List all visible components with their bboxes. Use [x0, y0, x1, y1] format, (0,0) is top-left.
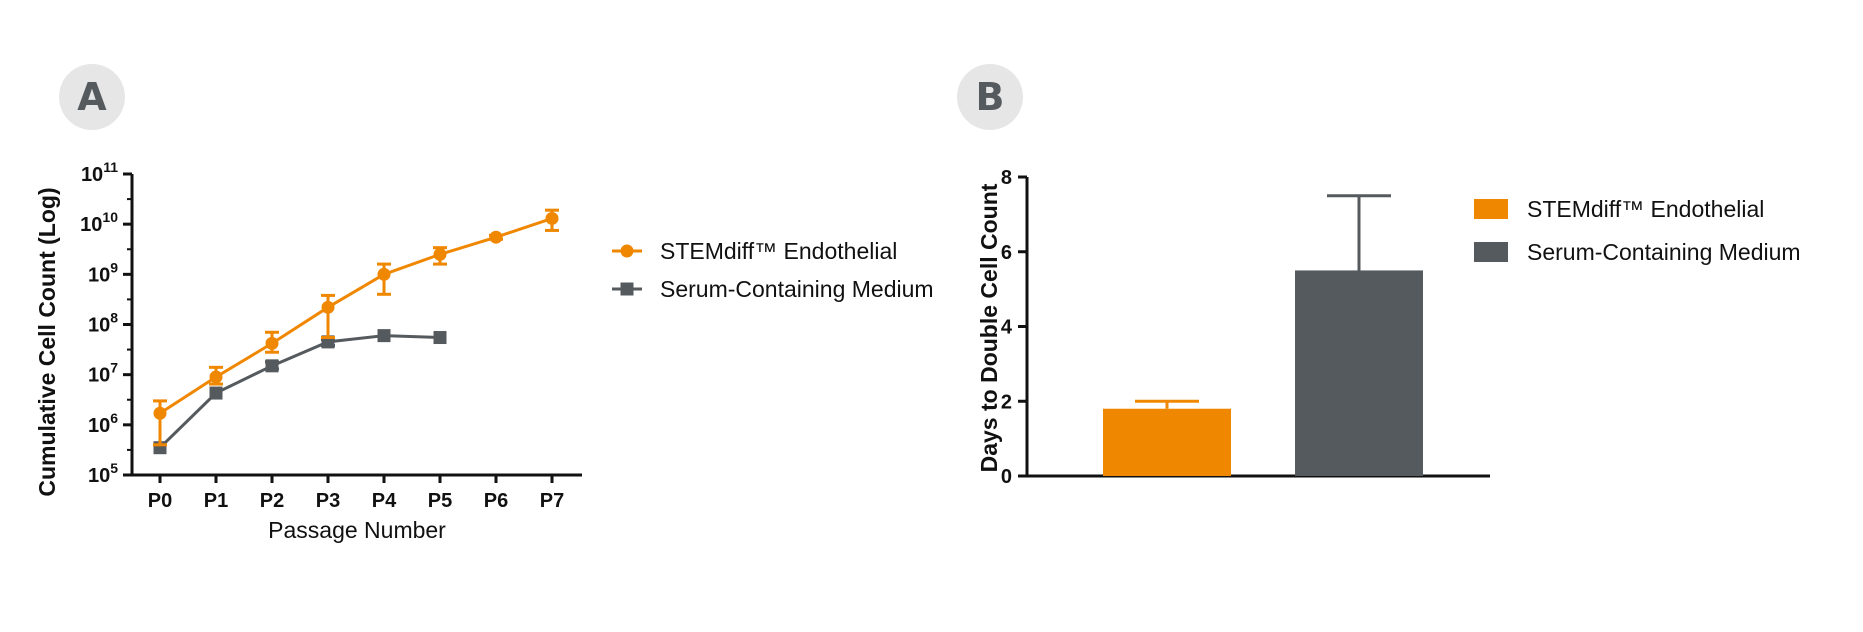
chart-a-x-tick-label: P1 [204, 490, 228, 512]
chart-a-x-tick-label: P5 [428, 490, 452, 512]
chart-a-y-tick-label: 107 [88, 360, 118, 387]
bar-serum [1295, 270, 1423, 476]
chart-b-bars [1103, 194, 1423, 476]
data-point-stemdiff [545, 211, 559, 225]
data-point-serum [265, 359, 279, 373]
chart-b: Days to Double Cell Count 0 2 4 6 8 STEMdiff… [976, 167, 1801, 488]
chart-b-legend: STEMdiff™ Endothelial Serum-Containing M… [1474, 196, 1801, 265]
chart-b-y-tick-label: 2 [1001, 391, 1012, 413]
legend-b-serum-label: Serum-Containing Medium [1527, 239, 1801, 265]
legend-a-serum-marker [620, 282, 634, 296]
chart-a-x-tick-label: P3 [316, 490, 340, 512]
chart-b-y-tick-label: 8 [1001, 167, 1012, 189]
data-point-stemdiff [153, 406, 167, 420]
data-point-stemdiff [489, 230, 503, 244]
chart-a: Cumulative Cell Count (Log) Passage Numb… [34, 159, 934, 543]
data-point-stemdiff [321, 300, 335, 314]
chart-b-ylabel: Days to Double Cell Count [976, 183, 1002, 472]
legend-b-stemdiff-swatch [1474, 199, 1508, 219]
chart-b-y-tick-label: 0 [1001, 466, 1012, 488]
bar-stemdiff [1103, 408, 1231, 476]
legend-b-stemdiff-label: STEMdiff™ Endothelial [1527, 196, 1764, 222]
data-point-stemdiff [265, 336, 279, 350]
data-point-serum [209, 386, 223, 400]
chart-a-y-tick-label: 106 [88, 410, 118, 437]
chart-a-legend: STEMdiff™ Endothelial Serum-Containing M… [612, 238, 934, 302]
data-point-serum [377, 329, 391, 343]
data-point-stemdiff [209, 370, 223, 384]
chart-a-y-tick-label: 108 [88, 310, 118, 337]
legend-a-serum-label: Serum-Containing Medium [660, 276, 934, 302]
chart-b-y-tick-label: 4 [1001, 317, 1013, 339]
data-point-serum [433, 331, 447, 345]
legend-a-stemdiff-label: STEMdiff™ Endothelial [660, 238, 897, 264]
chart-a-y-tick-label: 105 [88, 460, 118, 487]
chart-b-y-tick-label: 6 [1001, 242, 1012, 264]
legend-b-serum-swatch [1474, 242, 1508, 262]
panel-b-badge: B [957, 64, 1023, 130]
chart-a-y-tick-label: 1011 [81, 159, 118, 186]
chart-a-x-tick-label: P4 [372, 490, 397, 512]
series-line-serum [158, 334, 441, 449]
data-point-stemdiff [377, 267, 391, 281]
chart-a-axes: 105 106 107 108 109 1010 1011 P0 P1 P2 P3 P4 P5 P6 P7 [80, 159, 582, 512]
data-point-stemdiff [433, 247, 447, 261]
chart-a-x-tick-label: P7 [540, 490, 564, 512]
chart-a-x-tick-label: P6 [484, 490, 508, 512]
chart-a-y-tick-label: 1010 [80, 209, 118, 236]
chart-a-ylabel: Cumulative Cell Count (Log) [34, 187, 60, 496]
legend-a-stemdiff-marker [620, 244, 634, 258]
chart-a-x-tick-label: P0 [148, 490, 172, 512]
series-line-stemdiff [159, 217, 553, 415]
chart-a-series [153, 208, 559, 455]
chart-a-x-tick-label: P2 [260, 490, 284, 512]
chart-a-y-tick-label: 109 [88, 259, 118, 286]
panel-a-badge: A [59, 64, 125, 130]
chart-a-xlabel: Passage Number [268, 517, 446, 543]
